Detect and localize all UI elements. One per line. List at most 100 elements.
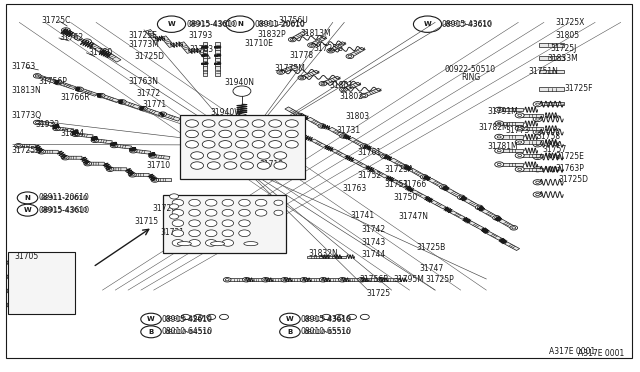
Circle shape	[241, 162, 253, 169]
Circle shape	[99, 94, 103, 97]
Circle shape	[189, 230, 200, 237]
Polygon shape	[215, 58, 220, 68]
Polygon shape	[65, 30, 83, 41]
Polygon shape	[103, 51, 121, 62]
Circle shape	[10, 289, 15, 292]
Text: 31813N: 31813N	[12, 86, 41, 94]
Circle shape	[515, 140, 524, 145]
Text: 31791M: 31791M	[488, 107, 518, 116]
Text: 31763: 31763	[342, 185, 367, 193]
Circle shape	[17, 204, 38, 216]
Circle shape	[310, 44, 314, 46]
Circle shape	[515, 167, 524, 172]
Text: 08911-20610: 08911-20610	[257, 21, 305, 27]
Circle shape	[515, 153, 524, 158]
Circle shape	[150, 155, 154, 157]
Circle shape	[207, 162, 220, 169]
Polygon shape	[501, 122, 523, 125]
Text: B: B	[287, 329, 292, 335]
Circle shape	[533, 116, 542, 122]
Polygon shape	[501, 108, 523, 112]
Circle shape	[112, 144, 116, 147]
Circle shape	[518, 154, 522, 157]
Circle shape	[280, 313, 300, 325]
Polygon shape	[450, 211, 465, 219]
Circle shape	[54, 80, 62, 85]
Circle shape	[10, 304, 15, 307]
Polygon shape	[215, 42, 220, 51]
Text: 31802: 31802	[339, 92, 364, 101]
Circle shape	[35, 304, 40, 307]
Circle shape	[159, 112, 166, 116]
Text: 31750: 31750	[394, 193, 418, 202]
Circle shape	[191, 162, 204, 169]
Circle shape	[493, 215, 500, 220]
Circle shape	[63, 157, 67, 159]
Circle shape	[205, 209, 217, 216]
Text: 08010-64510: 08010-64510	[164, 329, 212, 335]
Circle shape	[497, 163, 501, 166]
Text: 08915-43610: 08915-43610	[445, 21, 492, 27]
Text: 31710E: 31710E	[244, 39, 273, 48]
Circle shape	[172, 220, 184, 227]
Text: A317E 0001: A317E 0001	[549, 347, 595, 356]
Circle shape	[161, 113, 164, 115]
Circle shape	[533, 192, 542, 197]
Circle shape	[72, 132, 79, 137]
Circle shape	[239, 230, 250, 237]
Circle shape	[281, 278, 289, 282]
Circle shape	[274, 152, 287, 159]
Circle shape	[33, 74, 41, 78]
Text: 08915-42610: 08915-42610	[164, 316, 212, 322]
Polygon shape	[287, 278, 302, 281]
Circle shape	[202, 130, 215, 138]
Text: 31775M: 31775M	[274, 64, 305, 73]
Polygon shape	[76, 133, 93, 138]
Circle shape	[186, 141, 198, 148]
Circle shape	[7, 259, 19, 266]
Circle shape	[360, 93, 368, 98]
Text: 31940W: 31940W	[210, 108, 242, 117]
Circle shape	[274, 210, 283, 215]
Polygon shape	[409, 168, 426, 178]
Ellipse shape	[244, 242, 258, 246]
Polygon shape	[19, 144, 35, 147]
Polygon shape	[330, 42, 346, 51]
Polygon shape	[101, 94, 119, 103]
Polygon shape	[332, 256, 346, 258]
Circle shape	[319, 278, 327, 282]
Polygon shape	[114, 144, 132, 149]
Text: 31932: 31932	[35, 120, 60, 129]
Polygon shape	[431, 201, 446, 209]
Circle shape	[518, 127, 522, 129]
Circle shape	[108, 168, 112, 170]
Circle shape	[17, 145, 20, 147]
Polygon shape	[202, 58, 207, 68]
Text: W: W	[168, 21, 175, 27]
Text: 31718: 31718	[259, 160, 284, 169]
Circle shape	[172, 199, 184, 206]
Polygon shape	[349, 137, 365, 147]
Text: W: W	[424, 21, 431, 27]
Text: 31834: 31834	[61, 129, 85, 138]
Polygon shape	[522, 127, 543, 130]
Polygon shape	[311, 139, 326, 147]
Ellipse shape	[177, 242, 191, 246]
Circle shape	[255, 209, 267, 216]
Circle shape	[10, 275, 15, 278]
Circle shape	[83, 39, 92, 44]
Circle shape	[140, 106, 147, 111]
Polygon shape	[369, 148, 386, 157]
Circle shape	[495, 148, 504, 153]
Circle shape	[189, 220, 200, 227]
Polygon shape	[37, 75, 55, 83]
Circle shape	[348, 314, 356, 320]
Circle shape	[222, 220, 234, 227]
Text: 08911-20610: 08911-20610	[255, 20, 305, 29]
Circle shape	[91, 138, 99, 142]
Circle shape	[257, 152, 270, 159]
Text: 31725B: 31725B	[416, 243, 445, 252]
Circle shape	[342, 135, 346, 137]
Polygon shape	[202, 42, 207, 51]
Circle shape	[225, 279, 229, 281]
